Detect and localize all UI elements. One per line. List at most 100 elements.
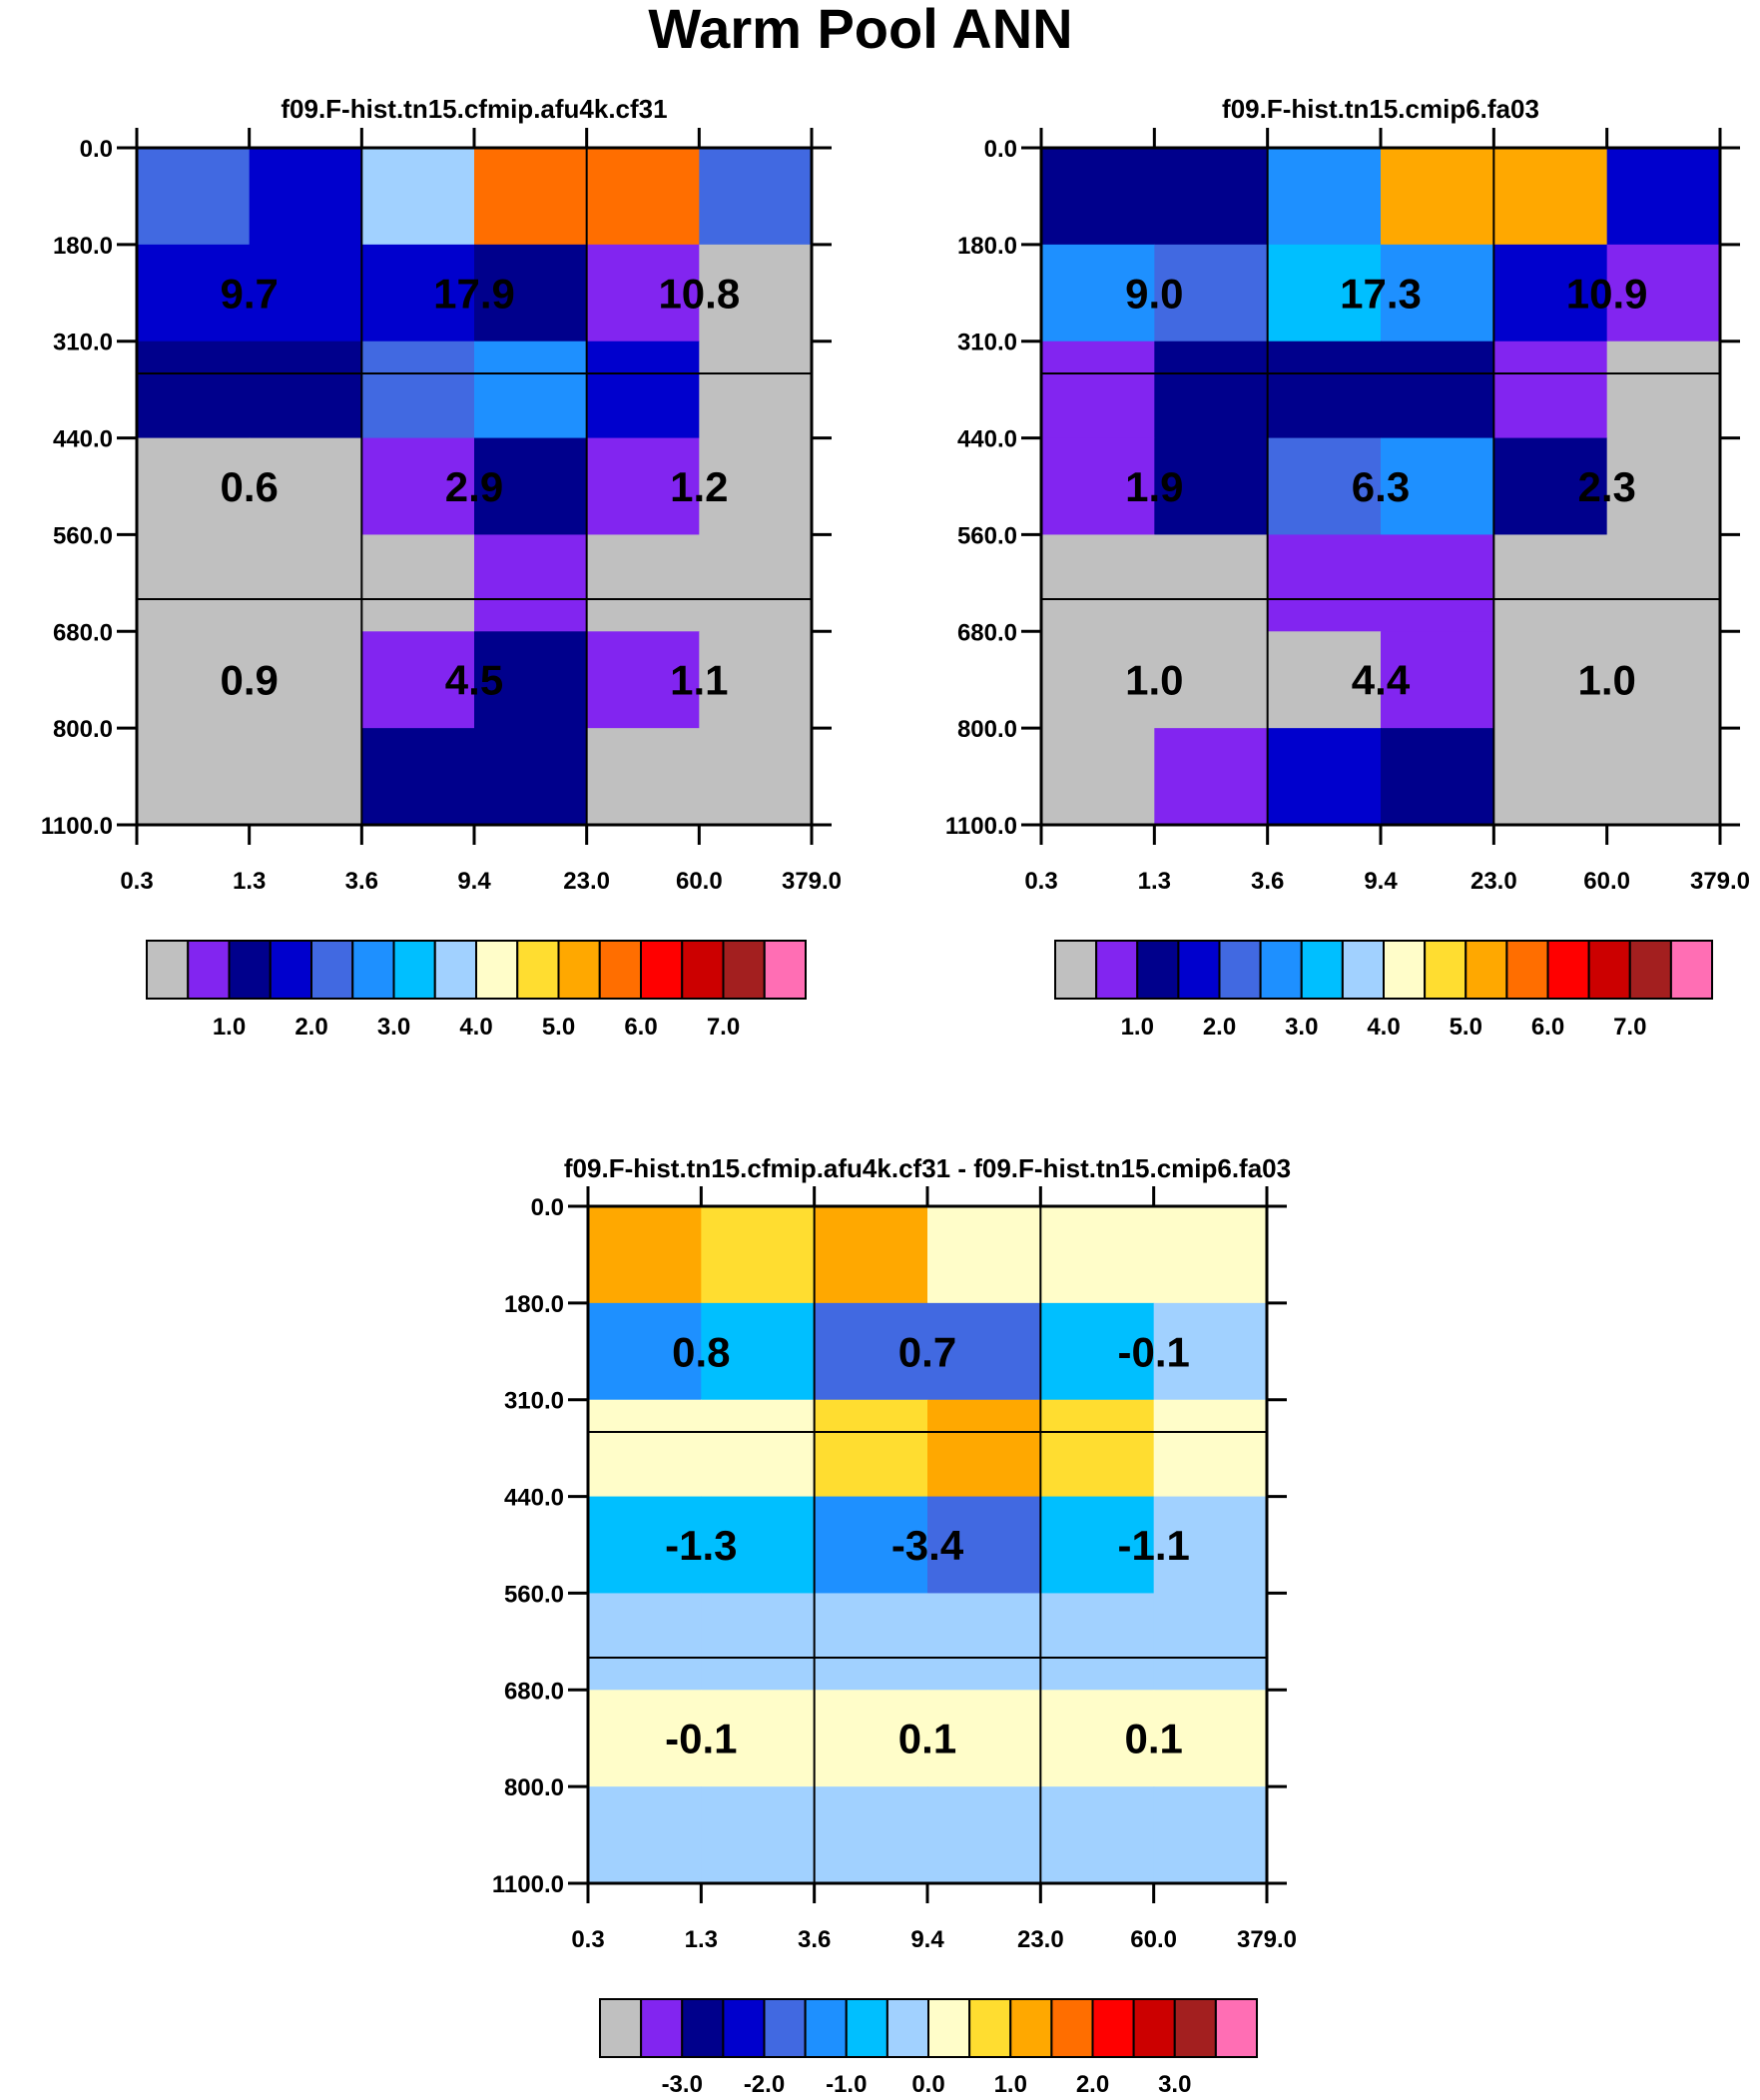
colorbar-swatch <box>1214 1998 1259 2058</box>
colorbar-swatch <box>1546 940 1590 1000</box>
x-tick-label: 23.0 <box>1017 1926 1064 1953</box>
colorbar-swatch <box>516 940 560 1000</box>
heatmap-cell <box>1493 341 1608 439</box>
x-tick-label: 1.3 <box>233 868 266 895</box>
heatmap-cell <box>1041 728 1155 826</box>
heatmap-cell <box>1267 534 1382 632</box>
y-tick-label: 440.0 <box>957 426 1017 453</box>
heatmap-cell <box>1493 437 1608 536</box>
heatmap-cell <box>249 631 362 729</box>
colorbar-swatch <box>1009 1998 1053 2058</box>
heatmap-cell <box>699 728 813 826</box>
heatmap-cell <box>1493 728 1608 826</box>
colorbar-swatch <box>1177 940 1221 1000</box>
data-label: 0.6 <box>220 463 278 510</box>
colorbar-swatch <box>804 1998 848 2058</box>
x-tick-label: 3.6 <box>798 1926 831 1953</box>
heatmap-cell <box>1153 1206 1268 1304</box>
heatmap-cell <box>1267 148 1382 246</box>
x-tick-label: 60.0 <box>1130 1926 1177 1953</box>
colorbar-swatch <box>1300 940 1344 1000</box>
x-tick-label: 0.3 <box>571 1926 604 1953</box>
colorbar-swatch <box>1424 940 1467 1000</box>
panels-layer: f09.F-hist.tn15.cfmip.afu4k.cf31 0.0 180.0… <box>41 94 1750 2098</box>
heatmap-cell <box>1154 437 1269 536</box>
colorbar-swatch <box>681 940 725 1000</box>
heatmap-cell <box>927 1302 1041 1401</box>
heatmap-cell <box>586 631 700 729</box>
heatmap-cell <box>699 534 813 632</box>
data-label: 2.3 <box>1577 463 1635 510</box>
colorbar-label: 6.0 <box>624 1014 657 1041</box>
heatmap-cell <box>927 1496 1041 1595</box>
heatmap-cell <box>361 437 475 536</box>
heatmap-cell <box>249 534 362 632</box>
heatmap-cell <box>701 1302 816 1401</box>
colorbar-label: 3.0 <box>377 1014 410 1041</box>
heatmap-cell <box>1041 437 1155 536</box>
heatmap-cell <box>1381 341 1494 439</box>
heatmap-cell <box>1606 534 1721 632</box>
x-tick-label: 379.0 <box>1690 868 1750 895</box>
y-tick-label: 440.0 <box>504 1485 564 1512</box>
heatmap-cell <box>1040 1206 1155 1304</box>
heatmap-cell <box>699 244 813 343</box>
heatmap-cell <box>1493 148 1608 246</box>
heatmap-cell <box>1153 1593 1268 1691</box>
heatmap-cell <box>699 437 813 536</box>
heatmap-cell <box>1040 1399 1155 1498</box>
heatmap-cell <box>1606 728 1721 826</box>
colorbar-swatch <box>269 940 312 1000</box>
data-label: -1.3 <box>665 1522 737 1569</box>
colorbar-label: 2.0 <box>1203 1014 1236 1041</box>
heatmap-cell <box>814 1496 928 1595</box>
heatmap-cell <box>361 534 475 632</box>
colorbar-swatch <box>557 940 601 1000</box>
colorbar-label: 7.0 <box>707 1014 740 1041</box>
heatmap-cell <box>1606 631 1721 729</box>
heatmap-cell <box>474 244 588 343</box>
colorbar-swatch <box>1050 1998 1094 2058</box>
heatmap-cell <box>474 148 588 246</box>
heatmap-cell <box>586 341 700 439</box>
y-tick-label: 800.0 <box>504 1774 564 1801</box>
heatmap-cell <box>361 244 475 343</box>
y-tick-label: 0.0 <box>984 136 1017 163</box>
x-tick-label: 9.4 <box>910 1926 944 1953</box>
heatmap-cell <box>1267 341 1382 439</box>
data-label: 1.9 <box>1125 463 1183 510</box>
data-label: -0.1 <box>665 1716 737 1762</box>
colorbar-label: 6.0 <box>1531 1014 1564 1041</box>
colorbar-label: -2.0 <box>744 2071 785 2098</box>
heatmap-cell <box>701 1593 816 1691</box>
colorbar-swatch <box>763 1998 807 2058</box>
colorbar-label: 1.0 <box>994 2071 1027 2098</box>
heatmap-cell <box>1040 1496 1155 1595</box>
heatmap-cell <box>814 1786 928 1884</box>
colorbar-swatch <box>845 1998 888 2058</box>
data-label: 1.2 <box>670 463 728 510</box>
heatmap-cell <box>927 1690 1041 1787</box>
heatmap-cell <box>1493 244 1608 343</box>
colorbar-swatch <box>1628 940 1672 1000</box>
x-tick-label: 9.4 <box>1364 868 1398 895</box>
colorbar-swatch <box>146 940 190 1000</box>
colorbar-swatch <box>1054 940 1098 1000</box>
heatmap-cell <box>137 148 251 246</box>
colorbar-swatch <box>1173 1998 1217 2058</box>
data-label: 0.7 <box>898 1328 956 1375</box>
colorbar-label: 1.0 <box>213 1014 246 1041</box>
heatmap-cell <box>927 1786 1041 1884</box>
heatmap-cell <box>701 1206 816 1304</box>
x-tick-label: 3.6 <box>345 868 378 895</box>
heatmap-cell <box>588 1302 702 1401</box>
heatmap-cell <box>1154 148 1269 246</box>
heatmap-cell <box>1154 534 1269 632</box>
y-tick-label: 560.0 <box>504 1581 564 1608</box>
heatmap-cell <box>1153 1302 1268 1401</box>
heatmap-cell <box>1381 631 1494 729</box>
heatmap-cell <box>1381 534 1494 632</box>
colorbar-swatch <box>1132 1998 1176 2058</box>
colorbar: 1.0 2.0 3.0 4.0 5.0 6.0 7.0 <box>1054 940 1714 1041</box>
